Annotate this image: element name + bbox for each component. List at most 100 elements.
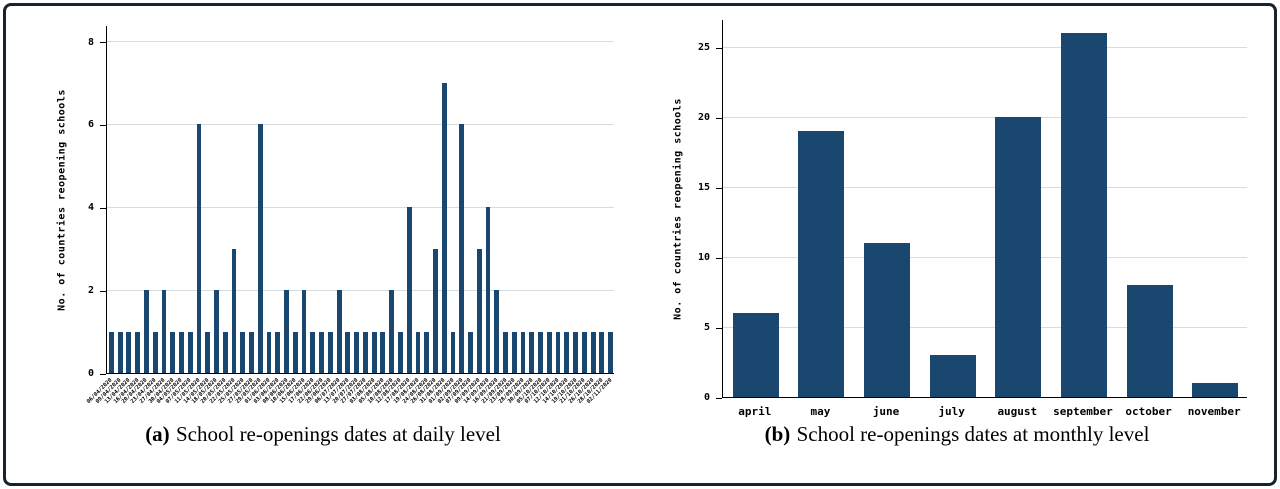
panel-b-monthly-chart: No. of countries reopening schools 0 5 10 15… [640, 6, 1274, 483]
y-tick-label: 0 [703, 392, 710, 403]
bar [864, 243, 911, 397]
bar [459, 124, 465, 373]
x-tick-label: july [938, 405, 965, 418]
bar [450, 331, 456, 373]
bar [415, 331, 421, 373]
gridline [723, 256, 1247, 258]
y-tick-mark [100, 207, 106, 209]
y-tick-label: 5 [703, 322, 710, 333]
bar [144, 290, 149, 373]
plot-area [106, 26, 614, 374]
bar [406, 207, 412, 373]
bar [319, 331, 324, 373]
caption-b-label: (b) [764, 422, 791, 446]
gridline [107, 289, 614, 291]
bar [170, 331, 176, 373]
bar [292, 331, 298, 373]
x-tick-label: september [1053, 405, 1113, 418]
bar [231, 248, 237, 373]
gridline [723, 116, 1247, 118]
gridline [107, 41, 614, 43]
bar [1126, 285, 1173, 397]
bar [126, 331, 132, 373]
x-tick-label: november [1187, 405, 1241, 418]
y-tick-mark [100, 373, 106, 375]
y-tick-label: 15 [697, 182, 710, 193]
y-tick-mark [100, 290, 106, 292]
y-tick-label: 25 [697, 42, 710, 53]
x-tick-label: august [997, 405, 1038, 418]
bar [511, 331, 517, 373]
bar [275, 331, 281, 373]
y-axis-title: No. of countries reopening schools [672, 98, 684, 320]
bar [214, 290, 219, 373]
gridline [723, 326, 1247, 328]
plot-area [722, 20, 1247, 398]
caption-a: (a) School re-openings dates at daily lev… [6, 422, 640, 447]
bar [108, 331, 114, 373]
bar [310, 331, 316, 373]
bar [301, 290, 307, 373]
x-tick-label: april [738, 405, 772, 418]
monthly-bar-chart: No. of countries reopening schools 0 5 10 15… [640, 6, 1274, 483]
bar [257, 124, 263, 373]
bar [995, 117, 1042, 397]
bar [546, 331, 552, 373]
bar [284, 290, 289, 373]
bar [266, 331, 272, 373]
y-tick-mark [100, 42, 106, 44]
caption-b: (b) School re-openings dates at monthly l… [640, 422, 1274, 447]
bar [555, 331, 561, 373]
bar [520, 331, 526, 373]
bar [117, 331, 123, 373]
bar [205, 331, 211, 373]
bar [433, 248, 438, 373]
bar [135, 331, 141, 373]
bar [608, 331, 614, 373]
gridline [107, 206, 614, 208]
bar [732, 313, 779, 397]
y-tick-mark [716, 257, 722, 259]
bar [345, 331, 351, 373]
bar [152, 331, 158, 373]
caption-a-label: (a) [145, 422, 170, 446]
y-tick-mark [100, 124, 106, 126]
panel-a-daily-chart: No. of countries reopening schools 0 2 4 6 8 0… [6, 6, 640, 483]
bar [929, 355, 976, 397]
x-tick-label: june [872, 405, 900, 418]
bar [468, 331, 473, 373]
gridline [723, 46, 1247, 48]
y-tick-label: 10 [697, 252, 710, 263]
bar [798, 131, 845, 397]
y-tick-label: 2 [87, 285, 94, 297]
bar [599, 331, 605, 373]
gridline [107, 123, 614, 125]
x-tick-label: october [1125, 405, 1172, 418]
bar [240, 331, 246, 373]
bar [249, 331, 254, 373]
y-tick-mark [716, 117, 722, 119]
y-tick-label: 8 [87, 36, 94, 48]
bar [187, 331, 193, 373]
bar [179, 331, 184, 373]
bar [494, 290, 500, 373]
y-tick-label: 6 [87, 119, 94, 131]
y-tick-mark [716, 47, 722, 49]
bar [538, 331, 543, 373]
figure-frame: No. of countries reopening schools 0 2 4 6 8 0… [3, 3, 1277, 486]
bar [380, 331, 386, 373]
bar [564, 331, 570, 373]
bar [389, 290, 395, 373]
caption-a-text: School re-openings dates at daily level [175, 422, 501, 446]
bar [196, 124, 202, 373]
bar [161, 290, 167, 373]
x-tick-label: may [810, 405, 831, 418]
bar [581, 331, 587, 373]
bar [529, 331, 535, 373]
bar [485, 207, 491, 373]
bar [590, 331, 596, 373]
bar [336, 290, 342, 373]
y-tick-mark [716, 327, 722, 329]
bar [503, 331, 508, 373]
bar [573, 331, 578, 373]
